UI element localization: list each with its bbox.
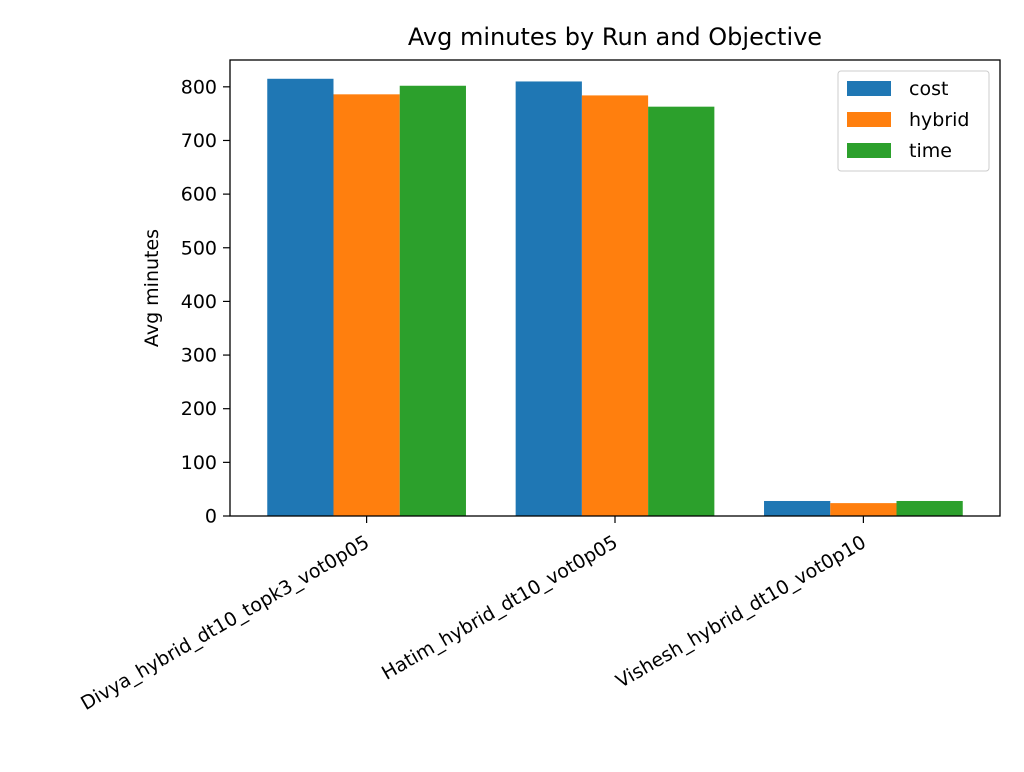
bar-cost-0 — [267, 78, 334, 516]
x-tick-label-1: Hatim_hybrid_dt10_vot0p05 — [378, 531, 622, 684]
y-tick-label-600: 600 — [181, 184, 217, 206]
y-tick-label-400: 400 — [181, 291, 217, 313]
x-tick-label-2: Vishesh_hybrid_dt10_vot0p10 — [612, 531, 870, 692]
y-tick-label-100: 100 — [181, 452, 217, 474]
bar-time-1 — [648, 106, 715, 517]
legend-swatch-hybrid — [847, 112, 891, 127]
y-tick-label-200: 200 — [181, 398, 217, 420]
y-tick-label-800: 800 — [181, 76, 217, 98]
bar-time-0 — [399, 85, 466, 516]
y-axis-label: Avg minutes — [141, 229, 163, 347]
bars-layer — [267, 78, 963, 517]
bar-hybrid-2 — [830, 503, 897, 516]
chart-title: Avg minutes by Run and Objective — [408, 23, 822, 51]
y-tick-label-700: 700 — [181, 130, 217, 152]
bar-time-2 — [896, 500, 963, 516]
y-tick-label-0: 0 — [205, 506, 217, 528]
bar-cost-2 — [764, 500, 831, 516]
legend-swatch-time — [847, 143, 891, 158]
y-tick-label-500: 500 — [181, 237, 217, 259]
bar-hybrid-1 — [581, 95, 649, 516]
legend-label-cost: cost — [909, 78, 948, 100]
bar-hybrid-0 — [333, 94, 400, 516]
legend-label-hybrid: hybrid — [909, 109, 970, 131]
legend-label-time: time — [909, 140, 952, 162]
legend-swatch-cost — [847, 81, 891, 96]
x-tick-label-0: Divya_hybrid_dt10_topk3_vot0p05 — [77, 531, 373, 715]
y-tick-label-300: 300 — [181, 345, 217, 367]
legend: cost hybrid time — [837, 70, 990, 172]
bar-cost-1 — [515, 81, 582, 517]
